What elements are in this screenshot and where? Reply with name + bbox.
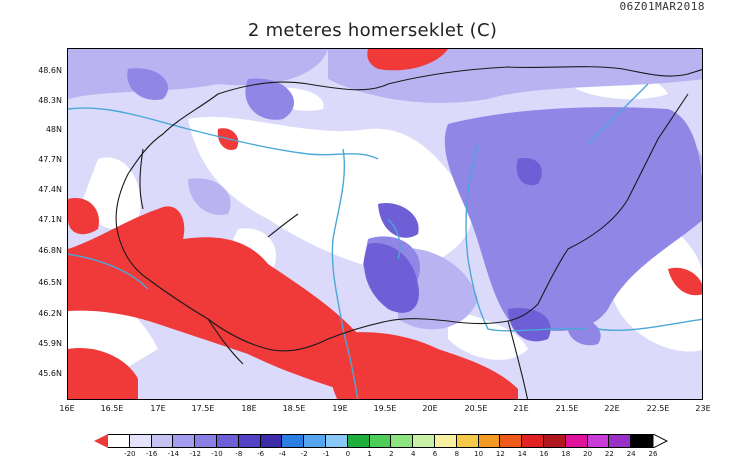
- lon-label-22.5: 22.5E: [646, 404, 670, 413]
- lon-label-22: 22E: [604, 404, 620, 413]
- lat-label-47.7: 47.7N: [38, 155, 62, 164]
- colorbar-label: 6: [432, 450, 438, 458]
- colorbar-cell: [129, 434, 152, 448]
- colorbar-label: 0: [345, 450, 351, 458]
- lat-label-47.1: 47.1N: [38, 215, 62, 224]
- lon-label-17: 17E: [150, 404, 166, 413]
- colorbar-label: -16: [145, 450, 158, 458]
- colorbar-label: 10: [474, 450, 484, 458]
- colorbar-label: 4: [410, 450, 416, 458]
- colorbar-cell: [434, 434, 457, 448]
- colorbar-cell: [282, 434, 305, 448]
- colorbar-label: -20: [124, 450, 136, 458]
- lon-label-16: 16E: [59, 404, 75, 413]
- deep-purple-regions: [364, 158, 551, 342]
- colorbar-cell: [456, 434, 479, 448]
- lon-label-16.5: 16.5E: [100, 404, 124, 413]
- lat-label-48.6: 48.6N: [38, 66, 62, 75]
- lon-label-19.5: 19.5E: [373, 404, 397, 413]
- colorbar-cell: [238, 434, 261, 448]
- colorbar-label: 20: [583, 450, 593, 458]
- colorbar-cell: [173, 434, 196, 448]
- lon-label-17.5: 17.5E: [191, 404, 215, 413]
- colorbar-cell: [195, 434, 217, 448]
- lat-label-45.9: 45.9N: [38, 339, 62, 348]
- colorbar-label: 1: [367, 450, 372, 458]
- lon-label-21.5: 21.5E: [555, 404, 579, 413]
- colorbar-cell: [260, 434, 283, 448]
- colorbar-cell: [631, 434, 653, 448]
- lat-label-46.2: 46.2N: [38, 309, 62, 318]
- colorbar-cell: [522, 434, 544, 448]
- colorbar-label: 8: [454, 450, 460, 458]
- timestamp: 06Z01MAR2018: [619, 0, 705, 13]
- colorbar-cell: [543, 434, 566, 448]
- colorbar-cell: [609, 434, 632, 448]
- red-regions: [68, 49, 702, 399]
- colorbar-cell: [369, 434, 392, 448]
- lon-label-19: 19E: [332, 404, 348, 413]
- colorbar-label: 12: [495, 450, 505, 458]
- colorbar-cell: [391, 434, 414, 448]
- colorbar-cell: [587, 434, 610, 448]
- colorbar-label: -2: [300, 450, 308, 458]
- map-title: 2 meteres homerseklet (C): [247, 20, 498, 41]
- colorbar-label: 2: [389, 450, 394, 458]
- colorbar-label: -10: [211, 450, 223, 458]
- colorbar-left-arrow: [94, 434, 108, 448]
- country-borders: [115, 66, 702, 399]
- colorbar-cell: [500, 434, 523, 448]
- colorbar-cell: [347, 434, 370, 448]
- map-frame[interactable]: [67, 48, 703, 400]
- colorbar-cell: [413, 434, 435, 448]
- colorbar-cell: [478, 434, 501, 448]
- colorbar-label: -8: [235, 450, 243, 458]
- colorbar-right-arrow: [653, 434, 668, 448]
- lat-label-46.5: 46.5N: [38, 278, 62, 287]
- colorbar-label: -1: [322, 450, 330, 458]
- colorbar-label: -4: [278, 450, 286, 458]
- lat-label-48.3: 48.3N: [38, 96, 62, 105]
- colorbar-label: -12: [189, 450, 201, 458]
- colorbar-cell: [565, 434, 588, 448]
- colorbar: [108, 434, 653, 448]
- colorbar-cell: [151, 434, 174, 448]
- lon-label-21: 21E: [513, 404, 529, 413]
- colorbar-label: 18: [561, 450, 571, 458]
- map-plot: [68, 49, 702, 399]
- lon-label-20: 20E: [422, 404, 438, 413]
- rivers: [68, 83, 702, 399]
- lat-label-45.6: 45.6N: [38, 369, 62, 378]
- lat-label-47.4: 47.4N: [38, 185, 62, 194]
- lon-label-18.5: 18.5E: [282, 404, 306, 413]
- lon-label-18: 18E: [241, 404, 257, 413]
- colorbar-label: 22: [604, 450, 614, 458]
- lat-label-48: 48N: [45, 125, 62, 134]
- lon-label-23: 23E: [695, 404, 711, 413]
- colorbar-label: 14: [517, 450, 527, 458]
- colorbar-label: -6: [257, 450, 265, 458]
- colorbar-label: 16: [539, 450, 549, 458]
- colorbar-label: 26: [648, 450, 658, 458]
- colorbar-cell: [325, 434, 348, 448]
- colorbar-cell: [304, 434, 326, 448]
- colorbar-label: 24: [626, 450, 636, 458]
- colorbar-cell: [216, 434, 239, 448]
- colorbar-cell: [108, 434, 130, 448]
- lon-label-20.5: 20.5E: [464, 404, 488, 413]
- lat-label-46.8: 46.8N: [38, 246, 62, 255]
- colorbar-label: -14: [167, 450, 180, 458]
